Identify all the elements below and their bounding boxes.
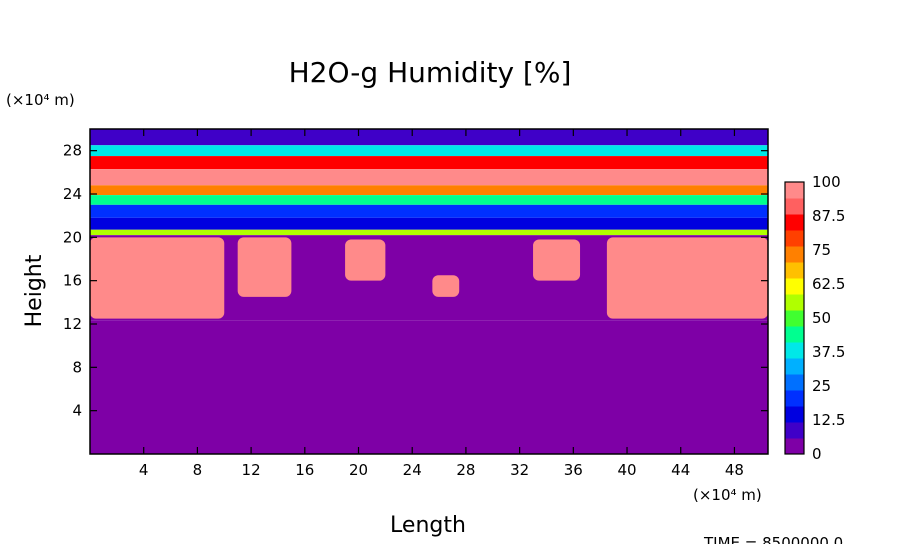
x-tick-label-5: 24 bbox=[403, 461, 422, 479]
colorbar-label-8: 0 bbox=[812, 445, 822, 463]
colorbar-label-0: 100 bbox=[812, 173, 841, 191]
colorbar-swatch-10 bbox=[785, 278, 804, 295]
saturated-region-4 bbox=[533, 239, 581, 281]
heatmap-layer-10 bbox=[90, 320, 768, 454]
colorbar-swatch-15 bbox=[785, 198, 804, 215]
colorbar-swatch-9 bbox=[785, 294, 804, 311]
colorbar-labels: 100 87.5 75 62.5 50 37.5 25 12.5 0 bbox=[812, 173, 845, 463]
y-tick-label-0: 4 bbox=[72, 402, 82, 420]
colorbar-swatch-14 bbox=[785, 214, 804, 231]
plot-frame bbox=[89, 128, 769, 455]
saturated-region-5 bbox=[606, 237, 768, 319]
colorbar-swatch-8 bbox=[785, 310, 804, 327]
colorbar-swatch-12 bbox=[785, 246, 804, 263]
x-tick-label-11: 48 bbox=[725, 461, 744, 479]
x-tick-label-10: 44 bbox=[671, 461, 690, 479]
y-tick-label-6: 28 bbox=[63, 142, 82, 160]
y-tick-label-2: 12 bbox=[63, 315, 82, 333]
x-tick-label-8: 36 bbox=[564, 461, 583, 479]
x-unit-label: (×10⁴ m) bbox=[693, 486, 762, 504]
heatmap-layer-0 bbox=[90, 129, 768, 146]
y-axis-label: Height bbox=[22, 254, 47, 327]
x-tick-label-2: 12 bbox=[242, 461, 261, 479]
y-tick-label-3: 16 bbox=[63, 272, 82, 290]
colorbar-swatch-2 bbox=[785, 406, 804, 423]
x-tick-label-0: 4 bbox=[139, 461, 149, 479]
y-tick-label-5: 24 bbox=[63, 185, 82, 203]
heatmap-layer-6 bbox=[90, 204, 768, 218]
colorbar-label-2: 75 bbox=[812, 241, 831, 259]
heatmap-layer-1 bbox=[90, 145, 768, 157]
heatmap-layer-5 bbox=[90, 195, 768, 205]
colorbar-label-6: 25 bbox=[812, 377, 831, 395]
colorbar-swatch-1 bbox=[785, 422, 804, 439]
colorbar-swatch-4 bbox=[785, 374, 804, 391]
saturated-region-3 bbox=[432, 275, 460, 297]
colorbar bbox=[784, 181, 805, 455]
colorbar-swatch-11 bbox=[785, 262, 804, 279]
colorbar-swatch-7 bbox=[785, 326, 804, 343]
colorbar-swatch-5 bbox=[785, 358, 804, 375]
colorbar-swatch-3 bbox=[785, 390, 804, 407]
heatmap-layer-7 bbox=[90, 217, 768, 230]
heatmap-layer-2 bbox=[90, 156, 768, 170]
x-tick-label-3: 16 bbox=[295, 461, 314, 479]
colorbar-frame bbox=[784, 181, 805, 455]
time-label: TIME = 8500000.0 bbox=[703, 534, 843, 544]
colorbar-swatch-6 bbox=[785, 342, 804, 359]
saturated-region-0 bbox=[90, 237, 225, 319]
saturated-region-2 bbox=[345, 239, 386, 281]
x-tick-label-4: 20 bbox=[349, 461, 368, 479]
y-tick-label-4: 20 bbox=[63, 228, 82, 246]
heatmap-layer-3 bbox=[90, 169, 768, 186]
x-tick-label-6: 28 bbox=[456, 461, 475, 479]
y-tick-label-1: 8 bbox=[72, 358, 82, 376]
colorbar-label-7: 12.5 bbox=[812, 411, 845, 429]
x-tick-label-9: 40 bbox=[617, 461, 636, 479]
saturated-region-1 bbox=[237, 237, 292, 297]
colorbar-swatch-0 bbox=[785, 438, 804, 455]
colorbar-label-1: 87.5 bbox=[812, 207, 845, 225]
colorbar-swatch-16 bbox=[785, 182, 804, 199]
colorbar-label-5: 37.5 bbox=[812, 343, 845, 361]
x-axis-label: Length bbox=[390, 513, 466, 538]
heatmap-layer-8 bbox=[90, 229, 768, 236]
x-tick-label-7: 32 bbox=[510, 461, 529, 479]
chart-title: H2O-g Humidity [%] bbox=[289, 56, 572, 89]
colorbar-label-3: 62.5 bbox=[812, 275, 845, 293]
y-axis: 4 8 12 16 20 24 28 bbox=[63, 142, 768, 420]
x-axis: 4 8 12 16 20 24 28 32 36 40 44 48 bbox=[139, 129, 744, 479]
y-unit-label: (×10⁴ m) bbox=[6, 91, 75, 109]
colorbar-swatch-13 bbox=[785, 230, 804, 247]
heatmap-layer-4 bbox=[90, 185, 768, 196]
heatmap-field bbox=[90, 129, 768, 454]
colorbar-label-4: 50 bbox=[812, 309, 831, 327]
x-tick-label-1: 8 bbox=[193, 461, 203, 479]
